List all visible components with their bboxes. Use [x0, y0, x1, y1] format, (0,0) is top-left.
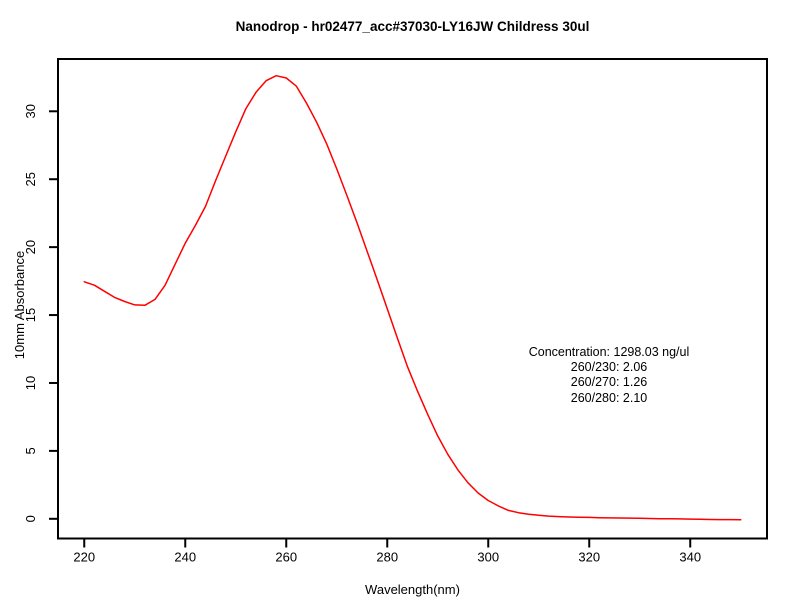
concentration-value: Concentration: 1298.03 ng/ul — [528, 345, 690, 359]
plot-border — [57, 58, 768, 540]
ratio-260-270: 260/270: 1.26 — [570, 375, 648, 390]
x-tick-label: 340 — [679, 550, 701, 565]
y-tick-label: 0 — [23, 515, 38, 522]
x-tick-label: 240 — [174, 550, 196, 565]
y-tick-label: 30 — [23, 104, 38, 118]
x-tick-label: 300 — [477, 550, 499, 565]
ratio-260-230: 260/230: 2.06 — [570, 360, 648, 375]
y-tick-label: 15 — [23, 308, 38, 322]
x-tick-label: 260 — [275, 550, 297, 565]
x-tick-label: 320 — [578, 550, 600, 565]
measurement-annotation: Concentration: 1298.03 ng/ul 260/230: 2.… — [449, 345, 769, 406]
y-tick-label: 5 — [23, 447, 38, 454]
chart-title: Nanodrop - hr02477_acc#37030-LY16JW Chil… — [235, 19, 590, 34]
x-tick-label: 280 — [376, 550, 398, 565]
y-tick-label: 20 — [23, 240, 38, 254]
ratio-260-280: 260/280: 2.10 — [570, 390, 648, 405]
x-axis-label: Wavelength(nm) — [365, 582, 460, 597]
y-tick-label: 25 — [23, 172, 38, 186]
y-tick-label: 10 — [23, 376, 38, 390]
x-tick-label: 220 — [73, 550, 95, 565]
absorbance-curve — [83, 74, 742, 521]
